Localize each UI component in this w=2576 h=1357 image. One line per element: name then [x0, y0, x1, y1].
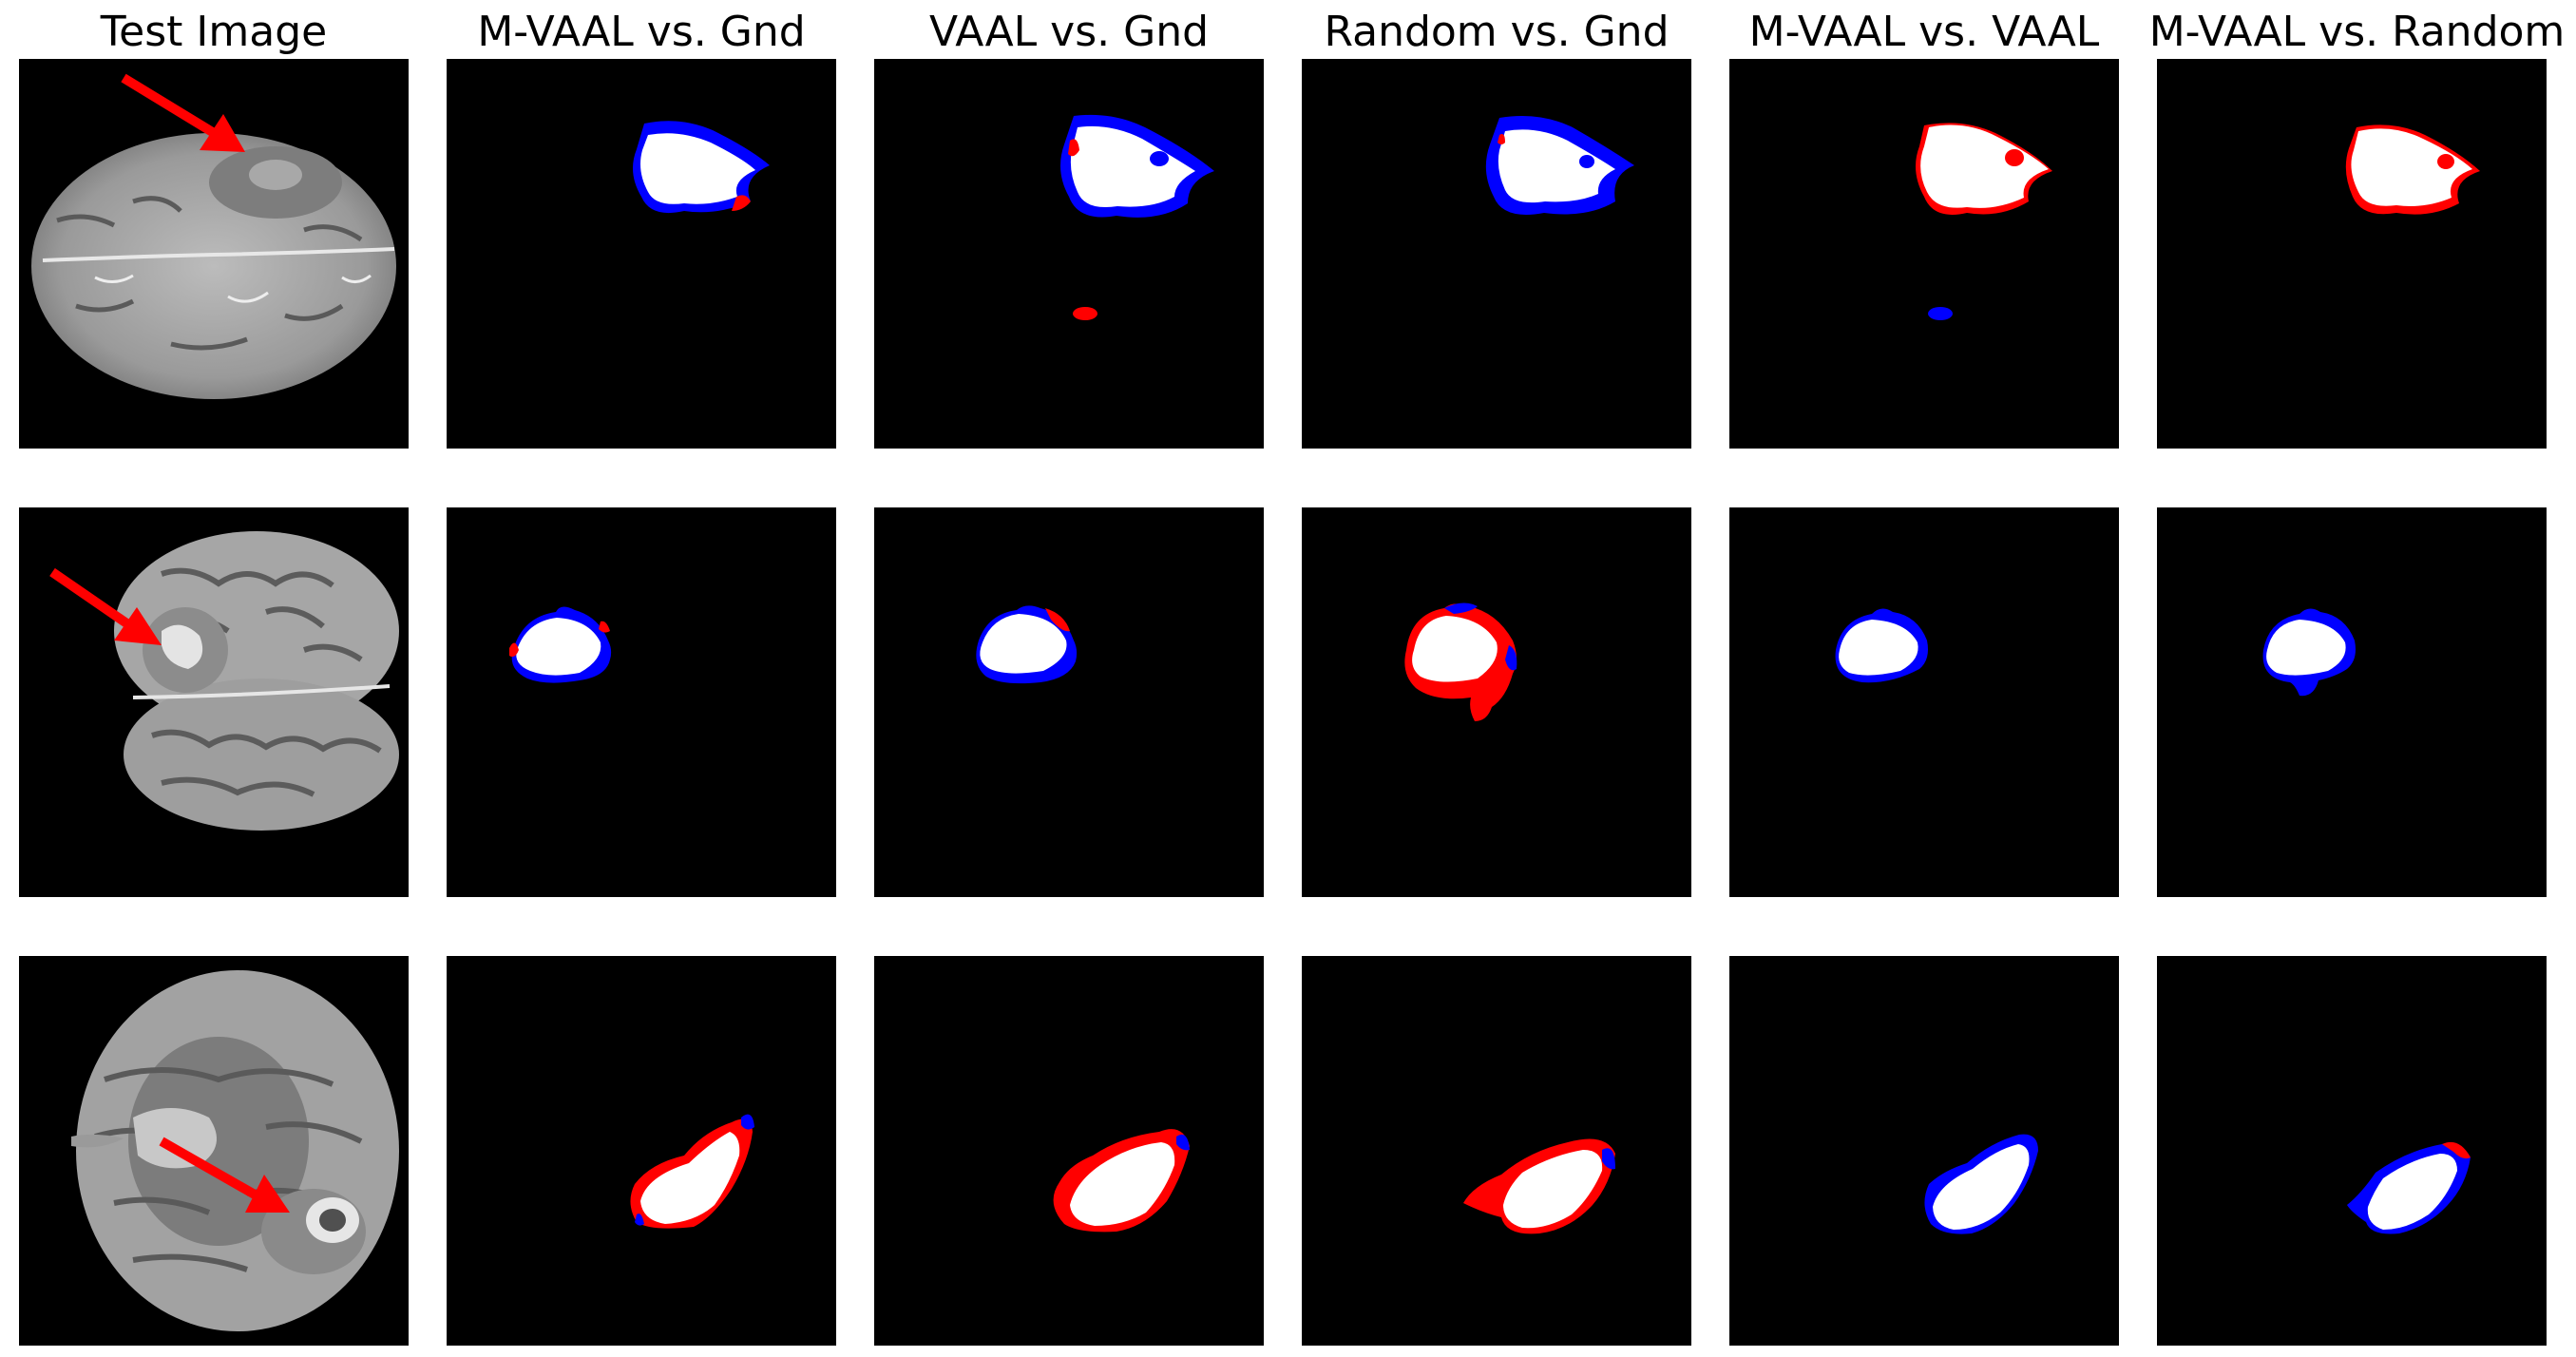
column-title-vaal-vs-gnd: VAAL vs. Gnd — [928, 8, 1210, 56]
arrow-row-1 — [121, 73, 226, 143]
segmentation-overlay — [1835, 608, 1928, 683]
segmentation-overlay — [2347, 1141, 2471, 1234]
segmentation-overlay — [1916, 123, 2052, 320]
test-image-panel-row-1 — [19, 59, 409, 449]
false-positive-spot — [1928, 307, 1953, 320]
column-title-mvaal-vs-gnd: M-VAAL vs. Gnd — [477, 8, 806, 56]
arrow-row-2 — [49, 567, 141, 636]
mvaal-vs-vaal-panel-row-2 — [1729, 507, 2119, 897]
random-vs-gnd-panel-row-1 — [1302, 59, 1691, 449]
random-vs-gnd-panel-row-2 — [1302, 507, 1691, 897]
column-title-test-image: Test Image — [100, 8, 328, 56]
vaal-vs-gnd-panel-row-1 — [874, 59, 1264, 449]
segmentation-overlay — [2345, 124, 2480, 215]
segmentation-overlay — [509, 606, 612, 683]
brain-scan-row-2 — [49, 531, 399, 831]
vaal-vs-gnd-panel-row-2 — [874, 507, 1264, 897]
segmentation-overlay — [976, 605, 1078, 684]
mvaal-vs-gnd-panel-row-1 — [447, 59, 836, 449]
segmentation-overlay — [1404, 602, 1517, 721]
mvaal-vs-gnd-panel-row-3 — [447, 956, 836, 1346]
segmentation-overlay — [1060, 114, 1214, 320]
segmentation-overlay — [1053, 1129, 1190, 1233]
segmentation-overlay — [630, 1114, 754, 1229]
random-vs-gnd-panel-row-3 — [1302, 956, 1691, 1346]
vaal-vs-gnd-panel-row-3 — [874, 956, 1264, 1346]
mvaal-vs-random-panel-row-3 — [2157, 956, 2547, 1346]
segmentation-overlay — [2262, 608, 2356, 697]
brain-scan-row-3 — [71, 970, 399, 1331]
column-title-mvaal-vs-random: M-VAAL vs. Random — [2148, 8, 2566, 56]
segmentation-overlay — [633, 121, 770, 214]
mvaal-vs-gnd-panel-row-2 — [447, 507, 836, 897]
mvaal-vs-vaal-panel-row-3 — [1729, 956, 2119, 1346]
test-image-panel-row-3 — [19, 956, 409, 1346]
column-title-mvaal-vs-vaal: M-VAAL vs. VAAL — [1748, 8, 2100, 56]
false-positive-spot — [1073, 307, 1097, 320]
segmentation-overlay — [1924, 1134, 2038, 1234]
arrow-row-3 — [159, 1137, 264, 1203]
column-title-random-vs-gnd: Random vs. Gnd — [1324, 8, 1670, 56]
brain-scan-row-1 — [31, 73, 396, 399]
mvaal-vs-random-panel-row-2 — [2157, 507, 2547, 897]
mvaal-vs-random-panel-row-1 — [2157, 59, 2547, 449]
test-image-panel-row-2 — [19, 507, 409, 897]
segmentation-overlay — [1485, 115, 1634, 215]
segmentation-overlay — [1463, 1138, 1615, 1234]
mvaal-vs-vaal-panel-row-1 — [1729, 59, 2119, 449]
